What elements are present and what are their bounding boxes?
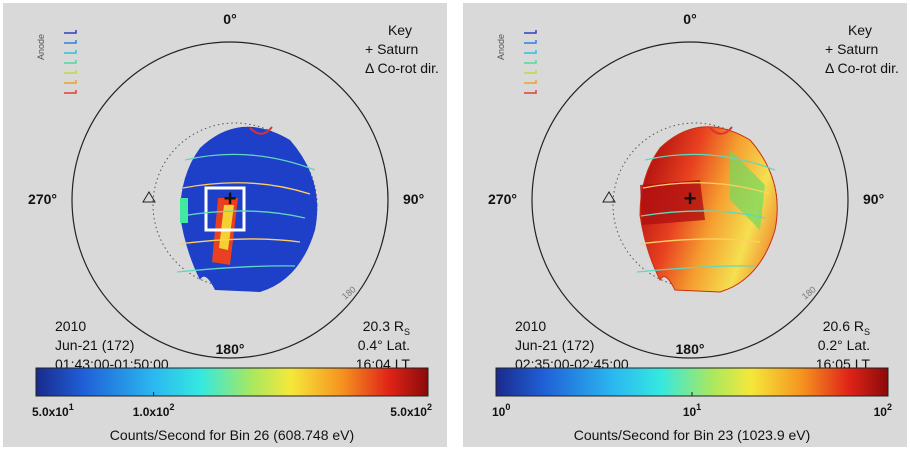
tick-base: 10 (492, 405, 506, 419)
info-left: 2010 (55, 318, 86, 334)
colorbar-label: Counts/Second for Bin 23 (1023.9 eV) (574, 427, 811, 443)
compass-label: 0° (223, 11, 236, 27)
tick-base: 10 (874, 405, 888, 419)
info-sub: S (864, 327, 870, 337)
info-right: 0.4° Lat. (358, 337, 410, 353)
info-text: 20.6 R (823, 318, 864, 334)
tick-base: 10 (683, 405, 697, 419)
cyan-patch (180, 198, 188, 223)
key-title: Key (388, 22, 412, 38)
key-title: Key (848, 22, 872, 38)
compass-label: 180° (216, 341, 245, 357)
info-text: 20.3 R (363, 318, 404, 334)
tick-exp: 2 (169, 402, 174, 412)
compass-label: 90° (403, 191, 424, 207)
info-left: 2010 (515, 318, 546, 334)
info-text: 0.2° Lat. (818, 337, 870, 353)
tick-exp: 1 (69, 402, 74, 412)
info-right: 0.2° Lat. (818, 337, 870, 353)
tick-exp: 2 (887, 402, 892, 412)
colorbar (496, 368, 888, 396)
anode-label: Anode (496, 34, 506, 60)
compass-label: 270° (28, 191, 57, 207)
figure: +0°90°180°270°180AnodeKey+ SaturnΔ Co-ro… (0, 0, 910, 450)
compass-label: 90° (863, 191, 884, 207)
compass-label: 180° (676, 341, 705, 357)
info-left: Jun-21 (172) (55, 337, 134, 353)
info-sub: S (404, 327, 410, 337)
key-item: Δ Co-rot dir. (825, 60, 899, 76)
colorbar (36, 368, 428, 396)
colorbar-label: Counts/Second for Bin 26 (608.748 eV) (110, 427, 354, 443)
saturn-marker: + (684, 186, 697, 211)
key-item: + Saturn (825, 41, 878, 57)
info-text: 0.4° Lat. (358, 337, 410, 353)
key-item: Δ Co-rot dir. (365, 60, 439, 76)
tick-exp: 1 (696, 402, 701, 412)
colorbar-tick-label: 1.0x102 (133, 402, 175, 419)
info-left: Jun-21 (172) (515, 337, 594, 353)
anode-label: Anode (36, 34, 46, 60)
tick-base: 5.0x10 (390, 405, 427, 419)
tick-base: 1.0x10 (133, 405, 170, 419)
compass-label: 270° (488, 191, 517, 207)
tick-base: 5.0x10 (32, 405, 69, 419)
colorbar-tick-label: 5.0x102 (390, 402, 432, 419)
tick-exp: 0 (505, 402, 510, 412)
colorbar-tick-label: 5.0x101 (32, 402, 74, 419)
saturn-marker: + (224, 186, 237, 211)
compass-label: 0° (683, 11, 696, 27)
tick-exp: 2 (427, 402, 432, 412)
key-item: + Saturn (365, 41, 418, 57)
